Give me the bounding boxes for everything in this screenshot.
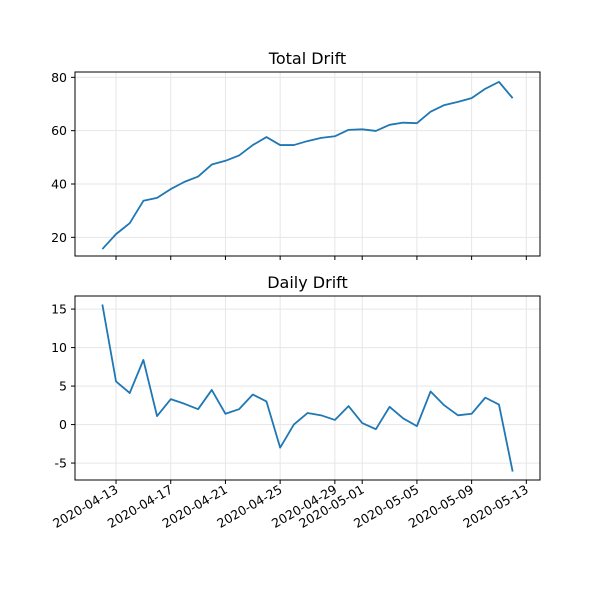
y-tick-label: 10 xyxy=(51,340,67,355)
y-tick-label: 80 xyxy=(51,70,67,85)
panel-total-drift: 20 40 60 80 Total Drift xyxy=(51,49,541,260)
y-tick-label: 5 xyxy=(59,379,67,394)
y-tick-label: 15 xyxy=(51,302,67,317)
panel-daily-drift: -50510152020-04-132020-04-172020-04-2120… xyxy=(50,273,541,531)
axes-frame xyxy=(74,71,541,257)
series-line xyxy=(101,80,514,250)
y-tick-label: 60 xyxy=(51,123,67,138)
y-tick-label: 20 xyxy=(51,230,67,245)
chart-title: Daily Drift xyxy=(267,273,348,292)
y-tick-label: 40 xyxy=(51,177,67,192)
axes-frame xyxy=(74,295,541,481)
y-tick-label: -5 xyxy=(55,456,67,471)
series-line xyxy=(101,304,514,472)
y-tick-label: 0 xyxy=(59,417,67,432)
chart-title: Total Drift xyxy=(268,49,346,68)
